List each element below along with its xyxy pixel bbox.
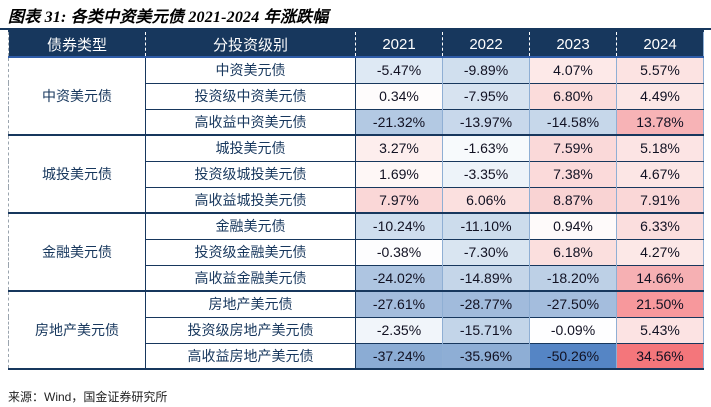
value-cell-2023: 0.94% bbox=[529, 212, 617, 239]
value-cell-2023: -27.50% bbox=[529, 290, 617, 317]
rating-label-cell: 房地产美元债 bbox=[145, 290, 356, 317]
figure-title: 图表 31: 各类中资美元债 2021-2024 年涨跌幅 bbox=[8, 9, 329, 26]
value-cell-2022: -7.30% bbox=[442, 238, 530, 265]
value-cell-2023: 6.18% bbox=[529, 238, 617, 265]
value-cell-2021: -10.24% bbox=[355, 212, 443, 239]
value-cell-2024: 4.67% bbox=[616, 160, 704, 187]
value-cell-2021: 1.69% bbox=[355, 160, 443, 187]
value-cell-2024: 6.33% bbox=[616, 212, 704, 239]
value-cell-2022: -13.97% bbox=[442, 108, 530, 135]
value-cell-2023: -14.58% bbox=[529, 108, 617, 135]
table-row: 投资级中资美元债 0.34% -7.95% 6.80% 4.49% bbox=[9, 82, 704, 109]
value-cell-2024: 4.27% bbox=[616, 238, 704, 265]
header-year-2022: 2022 bbox=[442, 31, 530, 58]
bond-type-cell: 金融美元债 bbox=[8, 212, 146, 291]
value-cell-2022: -3.35% bbox=[442, 160, 530, 187]
value-cell-2024: 13.78% bbox=[616, 108, 704, 135]
rating-label-cell: 金融美元债 bbox=[145, 212, 356, 239]
value-cell-2023: 6.80% bbox=[529, 82, 617, 109]
value-cell-2024: 5.18% bbox=[616, 134, 704, 161]
value-cell-2023: -18.20% bbox=[529, 264, 617, 291]
table-row: 高收益金融美元债 -24.02% -14.89% -18.20% 14.66% bbox=[9, 264, 704, 291]
value-cell-2023: 7.38% bbox=[529, 160, 617, 187]
bond-type-cell: 中资美元债 bbox=[8, 56, 146, 135]
value-cell-2022: -7.95% bbox=[442, 82, 530, 109]
table-body: 中资美元债 中资美元债 -5.47% -9.89% 4.07% 5.57% 投资级中资美元债… bbox=[8, 56, 704, 369]
value-cell-2022: 6.06% bbox=[442, 186, 530, 213]
bond-type-cell: 房地产美元债 bbox=[8, 290, 146, 369]
rating-label-cell: 高收益金融美元债 bbox=[145, 264, 356, 291]
value-cell-2023: -50.26% bbox=[529, 342, 617, 369]
value-cell-2021: -27.61% bbox=[355, 290, 443, 317]
table-row: 中资美元债 中资美元债 -5.47% -9.89% 4.07% 5.57% bbox=[8, 56, 704, 135]
table-row: 房地产美元债 房地产美元债 -27.61% -28.77% -27.50% 21.50% bbox=[8, 290, 704, 369]
value-cell-2022: -15.71% bbox=[442, 316, 530, 343]
header-year-2021: 2021 bbox=[355, 31, 443, 58]
header-year-2023: 2023 bbox=[529, 31, 617, 58]
value-cell-2021: -21.32% bbox=[355, 108, 443, 135]
value-cell-2024: 5.57% bbox=[616, 56, 704, 83]
value-cell-2024: 5.43% bbox=[616, 316, 704, 343]
header-year-2024: 2024 bbox=[616, 31, 704, 58]
header-row: 债券类型 分投资级别 2021 2022 2023 2024 bbox=[8, 31, 704, 58]
value-cell-2021: -24.02% bbox=[355, 264, 443, 291]
rating-label-cell: 投资级金融美元债 bbox=[145, 238, 356, 265]
value-cell-2021: -2.35% bbox=[355, 316, 443, 343]
value-cell-2022: -1.63% bbox=[442, 134, 530, 161]
value-cell-2023: -0.09% bbox=[529, 316, 617, 343]
rating-label-cell: 城投美元债 bbox=[145, 134, 356, 161]
value-cell-2021: -5.47% bbox=[355, 56, 443, 83]
value-cell-2024: 4.49% bbox=[616, 82, 704, 109]
rating-label-cell: 高收益房地产美元债 bbox=[145, 342, 356, 369]
value-cell-2022: -35.96% bbox=[442, 342, 530, 369]
value-cell-2022: -9.89% bbox=[442, 56, 530, 83]
rating-label-cell: 高收益城投美元债 bbox=[145, 186, 356, 213]
table-row: 金融美元债 金融美元债 -10.24% -11.10% 0.94% 6.33% bbox=[8, 212, 704, 291]
rating-label-cell: 投资级中资美元债 bbox=[145, 82, 356, 109]
value-cell-2021: -37.24% bbox=[355, 342, 443, 369]
table-row: 高收益中资美元债 -21.32% -13.97% -14.58% 13.78% bbox=[9, 108, 704, 135]
title-divider bbox=[0, 28, 711, 30]
table-row: 城投美元债 城投美元债 3.27% -1.63% 7.59% 5.18% bbox=[8, 134, 704, 213]
source-note: 来源：Wind，国金证券研究所 bbox=[8, 390, 168, 404]
value-cell-2023: 8.87% bbox=[529, 186, 617, 213]
table-row: 投资级金融美元债 -0.38% -7.30% 6.18% 4.27% bbox=[9, 238, 704, 265]
table-row: 高收益城投美元债 7.97% 6.06% 8.87% 7.91% bbox=[9, 186, 704, 213]
value-cell-2021: 3.27% bbox=[355, 134, 443, 161]
rating-label-cell: 中资美元债 bbox=[145, 56, 356, 83]
table-row: 高收益房地产美元债 -37.24% -35.96% -50.26% 34.56% bbox=[9, 342, 704, 369]
header-rating-level: 分投资级别 bbox=[145, 31, 356, 58]
value-cell-2021: 7.97% bbox=[355, 186, 443, 213]
bond-type-cell: 城投美元债 bbox=[8, 134, 146, 213]
value-cell-2024: 14.66% bbox=[616, 264, 704, 291]
value-cell-2024: 21.50% bbox=[616, 290, 704, 317]
value-cell-2021: -0.38% bbox=[355, 238, 443, 265]
rating-label-cell: 高收益中资美元债 bbox=[145, 108, 356, 135]
rating-label-cell: 投资级房地产美元债 bbox=[145, 316, 356, 343]
rating-label-cell: 投资级城投美元债 bbox=[145, 160, 356, 187]
returns-table: 债券类型 分投资级别 2021 2022 2023 2024 中资美元债 中资美元… bbox=[8, 30, 704, 370]
value-cell-2022: -14.89% bbox=[442, 264, 530, 291]
value-cell-2022: -28.77% bbox=[442, 290, 530, 317]
value-cell-2022: -11.10% bbox=[442, 212, 530, 239]
value-cell-2024: 34.56% bbox=[616, 342, 704, 369]
table-row: 投资级城投美元债 1.69% -3.35% 7.38% 4.67% bbox=[9, 160, 704, 187]
header-bond-type: 债券类型 bbox=[8, 31, 146, 58]
value-cell-2023: 7.59% bbox=[529, 134, 617, 161]
table-row: 投资级房地产美元债 -2.35% -15.71% -0.09% 5.43% bbox=[9, 316, 704, 343]
value-cell-2021: 0.34% bbox=[355, 82, 443, 109]
value-cell-2024: 7.91% bbox=[616, 186, 704, 213]
table-header: 债券类型 分投资级别 2021 2022 2023 2024 bbox=[8, 31, 704, 58]
value-cell-2023: 4.07% bbox=[529, 56, 617, 83]
